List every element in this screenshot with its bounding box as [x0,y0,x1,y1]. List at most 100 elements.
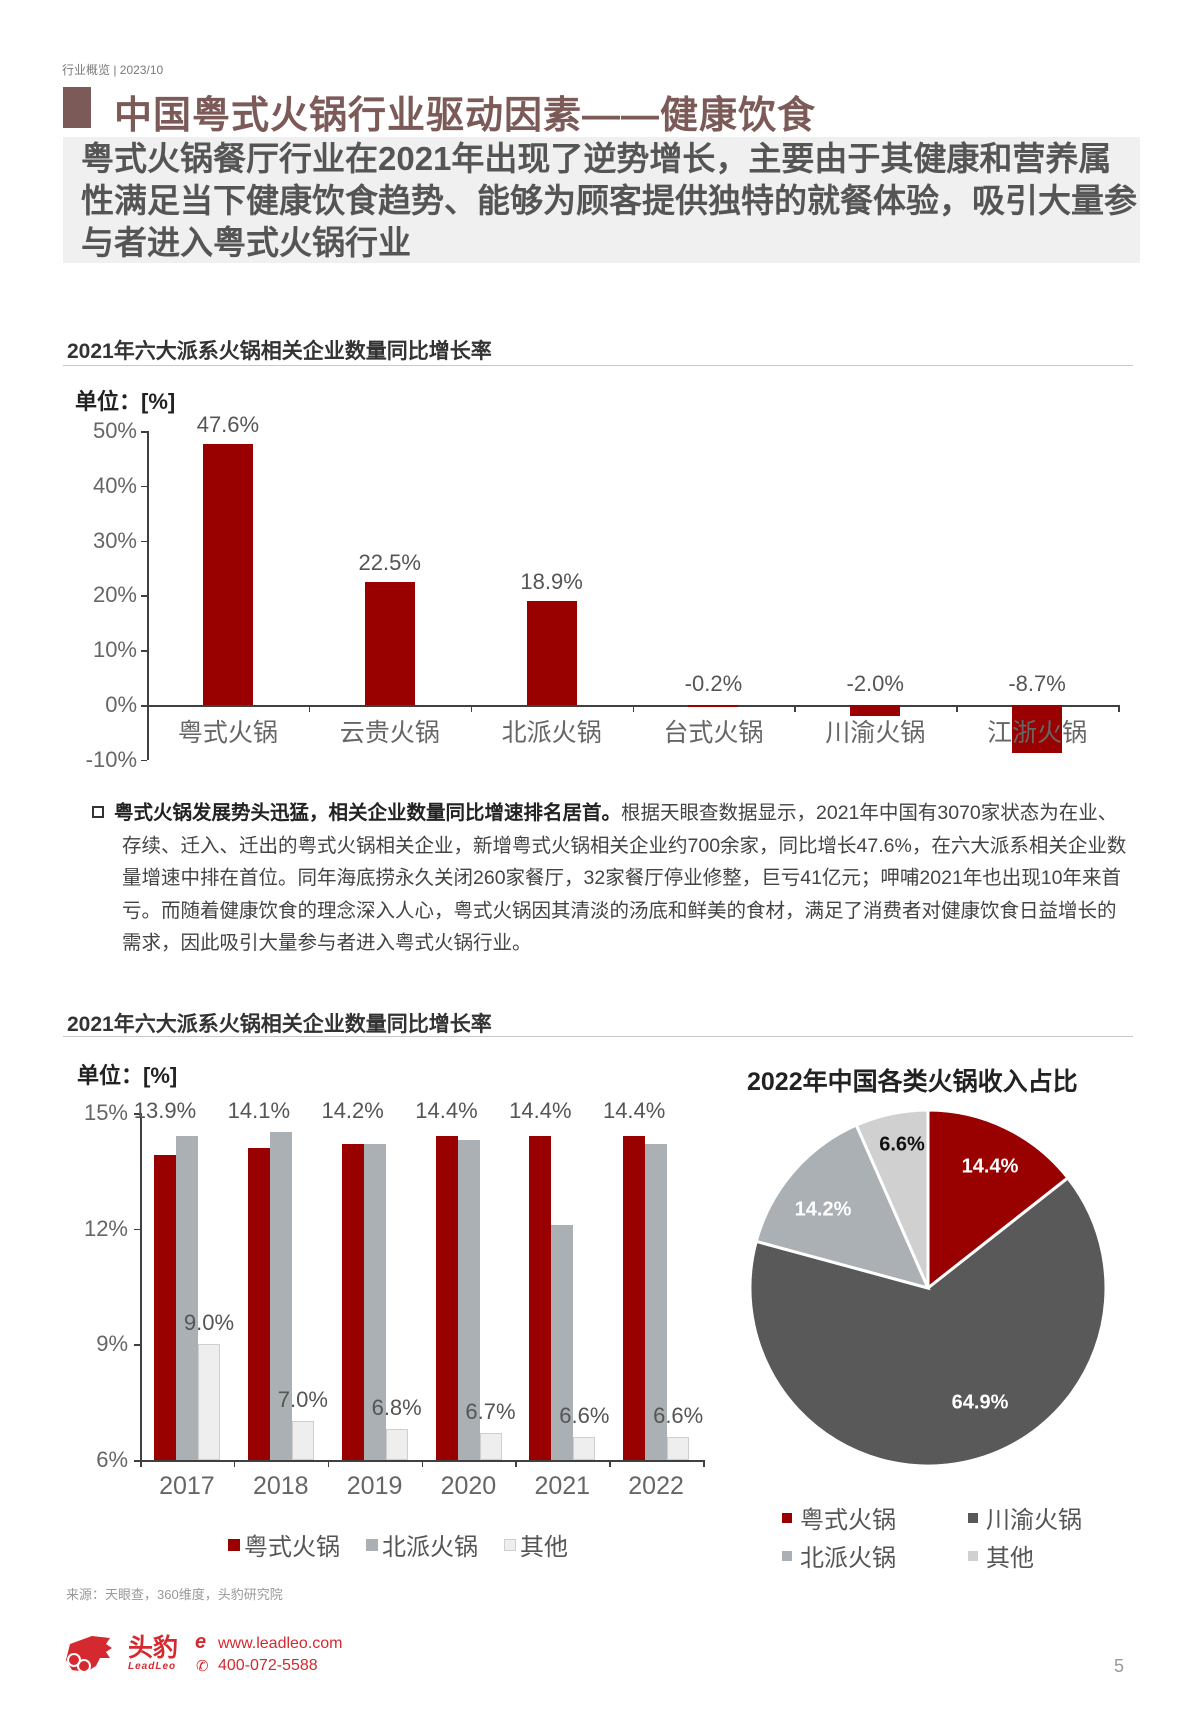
x-category-label: 江浙火锅 [987,719,1088,747]
bar-北派火锅-2022 [645,1143,668,1460]
section2-divider [63,1036,1133,1037]
bar-value-label: 14.4% [602,1098,666,1124]
chart1-x-tick [632,705,634,712]
bar-value-label: 6.6% [653,1402,704,1428]
bar-北派火锅-2018 [269,1132,292,1460]
bar-粤式火锅-2022 [623,1136,646,1460]
page-title: 中国粤式火锅行业驱动因素——健康饮食 [114,95,817,137]
web-icon: e [195,1631,207,1653]
chart-yoy-growth: 单位：[%] 50% 40% 30% 20% 10% 0% -10% 47.6% 粤式火锅 22.… [0,0,1200,800]
x-category-label: 云贵火锅 [339,719,440,747]
chart1-x-tick [794,705,796,712]
pie-slice-其他 [854,1108,930,1289]
chart2-x-tick [515,1460,517,1467]
bar-value-label: 14.2% [321,1098,384,1124]
bar-云贵火锅 [364,581,415,705]
bar-value-label: 18.9% [520,569,583,595]
pie-title: 2022年中国各类火锅收入占比 [747,1068,1078,1096]
legend-swatch-icon [782,1550,792,1561]
pie-slice-label: 64.9% [951,1391,1009,1414]
pie-legend-item: 其他 [968,1538,1034,1573]
bar-北派火锅-2017 [176,1136,198,1460]
chart1-x-tick [956,705,958,712]
bar-粤式火锅 [202,444,253,705]
x-category-label: 2019 [346,1472,403,1500]
chart1-y-tick-label: 20% [92,582,137,608]
chart1-y-tick-label: 10% [92,637,137,663]
chart-revenue-share-by-year: 单位：[%] 15% 12% 9% 6% 13.9% 9.0% 2017 14.1% 7.0% 2… [77,1063,705,1562]
chart1-y-tick [141,431,147,433]
checkbox-bullet-icon [92,806,104,818]
x-category-label: 2018 [252,1472,309,1500]
bar-其他-2021 [573,1436,596,1460]
legend-item: 粤式火锅 [228,1527,340,1562]
phone-icon: ✆ [196,1658,209,1675]
x-category-label: 2022 [628,1472,684,1500]
chart2-y-axis [140,1113,142,1460]
legend-label: 粤式火锅 [800,1507,896,1534]
legend-label: 川渝火锅 [986,1507,1082,1534]
bar-value-label: -0.2% [684,671,743,696]
chart1-y-tick-label: 50% [92,418,137,443]
paragraph-lead: 粤式火锅发展势头迅猛，相关企业数量同比增速排名居首。 [114,802,622,824]
chart2-x-tick [327,1460,330,1467]
chart1-x-tick [308,705,311,712]
x-category-label: 川渝火锅 [825,719,926,747]
chart1-y-tick-label: -10% [85,746,137,772]
page-number: 5 [1114,1656,1125,1676]
pie-slice-label: 14.2% [794,1198,852,1221]
chart1-y-axis [147,431,149,760]
bar-value-label: -8.7% [1008,671,1066,696]
pie-slice-川渝火锅 [748,1175,1108,1468]
pie-svg [748,1108,1108,1468]
section1-divider [63,365,1133,366]
legend-swatch-icon [228,1538,240,1551]
chart-pie-2022: 2022年中国各类火锅收入占比 14.4% 64.9% 14.2% 6.6% 粤式火锅 川… [747,1068,1108,1573]
brand-name-en: LeadLeo [128,1661,177,1672]
analysis-paragraph: 粤式火锅发展势头迅猛，相关企业数量同比增速排名居首。根据天眼查数据显示，2021… [92,797,1132,960]
source-note: 来源：天眼查，360维度，头豹研究院 [66,1587,283,1602]
chart2-x-tick [703,1460,705,1467]
chart1-y-tick [141,540,147,543]
bar-value-label: 13.9% [133,1098,197,1124]
section2-title: 2021年六大派系火锅相关企业数量同比增长率 [67,1013,492,1036]
bar-value-label: 22.5% [358,549,421,575]
chart2-y-tick-label: 12% [83,1215,128,1241]
bar-value-label: -2.0% [846,671,904,696]
legend-swatch-icon [968,1512,978,1523]
legend-label: 北派火锅 [382,1534,478,1561]
pie-slice-北派火锅 [754,1123,931,1291]
bar-其他-2019 [385,1429,408,1460]
section1-title: 2021年六大派系火锅相关企业数量同比增长率 [67,340,492,363]
chart2-y-tick [134,1460,140,1462]
legend-label: 其他 [520,1534,568,1561]
bar-value-label: 14.1% [227,1098,291,1124]
chart2-x-tick [421,1460,423,1467]
chart2-y-tick [134,1113,140,1115]
chart1-y-tick-label: 0% [105,692,137,717]
legend-label: 其他 [986,1545,1034,1572]
bar-北派火锅-2019 [363,1143,386,1460]
pie-slice-label: 14.4% [961,1155,1019,1178]
chart2-y-tick-label: 6% [96,1447,128,1472]
bar-value-label: 9.0% [183,1310,235,1336]
x-category-label: 2020 [440,1472,497,1500]
legend-label: 北派火锅 [800,1545,896,1572]
bar-value-label: 47.6% [196,412,260,438]
title-accent-bar [63,87,91,128]
x-category-label: 2021 [534,1472,591,1500]
chart1-unit-label: 单位：[%] [75,389,176,414]
bar-北派火锅 [526,601,577,705]
chart2-unit-label: 单位：[%] [77,1063,178,1088]
pie-slice-label: 6.6% [879,1133,925,1156]
x-category-label: 2017 [159,1472,215,1500]
x-category-label: 台式火锅 [663,719,764,747]
website-link[interactable]: www.leadleo.com [218,1635,343,1652]
chart1-y-tick [141,485,147,488]
chart2-y-tick-label: 15% [83,1100,128,1125]
bar-北派火锅-2020 [457,1139,480,1460]
pie-legend-item: 川渝火锅 [968,1500,1082,1535]
report-meta: 行业概览 | 2023/10 [62,63,164,77]
legend-item: 北派火锅 [366,1527,478,1562]
bar-value-label: 14.4% [509,1098,572,1124]
